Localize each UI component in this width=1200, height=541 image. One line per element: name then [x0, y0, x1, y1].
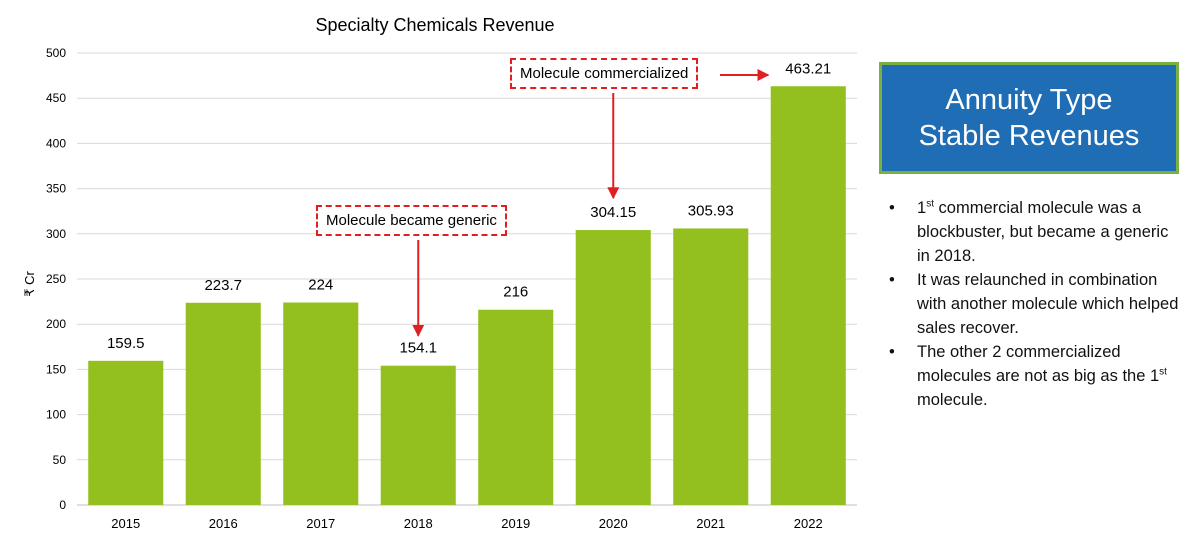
x-tick-label: 2015 — [111, 516, 140, 531]
bar-2022 — [770, 86, 846, 505]
y-tick-label: 400 — [46, 136, 66, 150]
bar-2020 — [575, 230, 651, 505]
y-axis-label: ₹ Cr — [22, 271, 37, 297]
data-label: 154.1 — [399, 340, 437, 357]
bar-2015 — [88, 360, 164, 505]
data-label: 223.7 — [204, 277, 242, 294]
y-tick-label: 350 — [46, 182, 66, 196]
callout-box: Annuity Type Stable Revenues — [879, 62, 1179, 174]
chart-title: Specialty Chemicals Revenue — [315, 15, 554, 35]
data-label: 304.15 — [590, 204, 636, 221]
bar-2016 — [185, 302, 261, 505]
callout-line-1: Annuity Type — [945, 84, 1113, 116]
y-tick-label: 150 — [46, 362, 66, 376]
annotation-molecule-generic: Molecule became generic — [316, 205, 507, 236]
x-tick-label: 2022 — [794, 516, 823, 531]
data-label: 224 — [308, 277, 333, 294]
x-tick-label: 2019 — [501, 516, 530, 531]
data-label: 216 — [503, 284, 528, 301]
data-label: 305.93 — [688, 202, 734, 219]
y-tick-label: 0 — [59, 498, 66, 512]
x-tick-label: 2021 — [696, 516, 725, 531]
bar-2017 — [283, 302, 359, 505]
y-tick-label: 50 — [53, 453, 67, 467]
annotation-molecule-commercialized: Molecule commercialized — [510, 58, 699, 89]
note-item-3: The other 2 commercialized molecules are… — [885, 340, 1185, 412]
x-tick-label: 2017 — [306, 516, 335, 531]
bar-chart: Specialty Chemicals Revenue ₹ Cr 0 50 100 1… — [22, 15, 857, 531]
y-tick-label: 250 — [46, 272, 66, 286]
data-label: 463.21 — [785, 60, 831, 77]
y-tick-label: 500 — [46, 46, 66, 60]
note-item-1: 1st commercial molecule was a blockbuste… — [885, 196, 1185, 268]
notes-list: 1st commercial molecule was a blockbuste… — [885, 196, 1185, 412]
note-item-2: It was relaunched in combination with an… — [885, 268, 1185, 340]
x-tick-label: 2020 — [599, 516, 628, 531]
y-tick-label: 200 — [46, 317, 66, 331]
callout-line-2: Stable Revenues — [918, 120, 1140, 152]
bar-2018 — [380, 365, 456, 505]
y-tick-label: 450 — [46, 91, 66, 105]
bar-2019 — [478, 309, 554, 505]
y-tick-label: 100 — [46, 408, 66, 422]
bar-2021 — [673, 228, 749, 506]
x-tick-label: 2018 — [404, 516, 433, 531]
y-tick-label: 300 — [46, 227, 66, 241]
x-tick-label: 2016 — [209, 516, 238, 531]
data-label: 159.5 — [107, 335, 145, 352]
